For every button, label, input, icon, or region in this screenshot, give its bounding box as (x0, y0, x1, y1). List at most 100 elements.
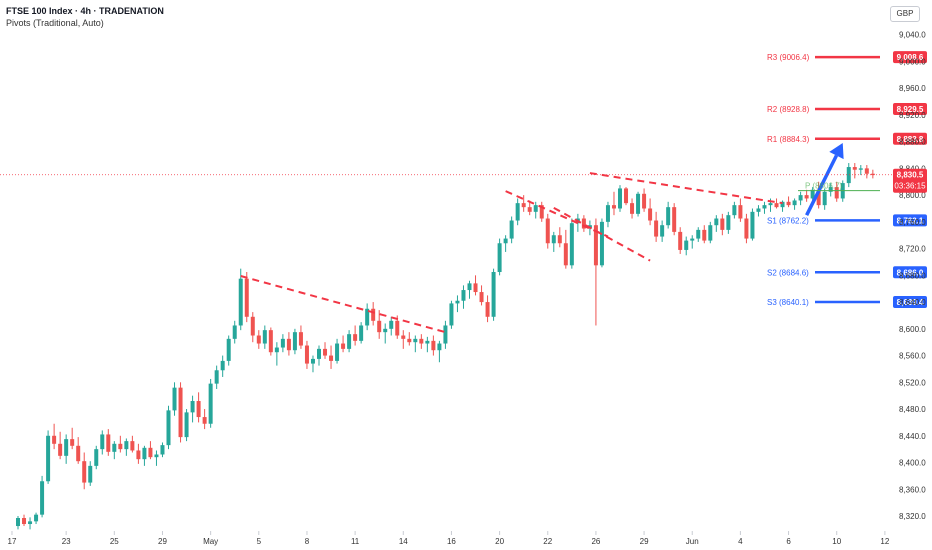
candle-body (858, 168, 863, 170)
time-axis[interactable]: 17 23 25 29 May 5 8 11 14 16 20 22 26 29 Jun 4 6 10 12 (8, 537, 890, 546)
candle-body (94, 449, 99, 466)
candle-body (106, 434, 111, 452)
candle-body (780, 201, 785, 208)
pivot-axis-badge (893, 51, 927, 64)
candle-body (347, 334, 352, 349)
candle-body (359, 325, 364, 341)
pivot-axis-label: 8,686.0 (897, 268, 924, 277)
candle-body (262, 330, 267, 344)
y-tick-label: 8,560.0 (899, 352, 926, 361)
y-tick-label: 8,920.0 (899, 111, 926, 120)
x-tick-label: 17 (8, 537, 17, 546)
y-tick-label: 8,640.0 (899, 298, 926, 307)
indicator-label[interactable]: Pivots (Traditional, Auto) (6, 18, 104, 28)
candle-body (509, 220, 514, 239)
candle-body (256, 335, 261, 344)
x-tick-label: 20 (495, 537, 504, 546)
pivot-label-s1: S1 (8762.2) (767, 216, 809, 225)
currency-button[interactable]: GBP (890, 6, 920, 22)
candle-body (611, 205, 616, 209)
candle-body (431, 340, 436, 351)
candle-body (76, 445, 81, 462)
x-tick-label: May (203, 537, 218, 546)
pivot-axis-label: 8,883.8 (897, 135, 924, 144)
candle-body (70, 439, 75, 446)
trend-line[interactable] (240, 275, 446, 334)
candle-body (371, 308, 376, 321)
candle-body (341, 343, 346, 349)
candle-body (744, 218, 749, 239)
candle-body (726, 215, 731, 230)
candle-body (491, 271, 496, 317)
candle-body (166, 410, 171, 446)
candle-body (642, 193, 647, 209)
candle-body (250, 316, 255, 336)
candle-body (636, 193, 641, 214)
pivot-label-r2: R2 (8928.8) (767, 105, 810, 114)
candle-body (515, 203, 520, 221)
candle-body (437, 343, 442, 351)
x-tick-label: 16 (447, 537, 456, 546)
bar-countdown: 03:36:15 (894, 182, 926, 191)
x-tick-label: 26 (591, 537, 600, 546)
price-axis[interactable]: 8,320.0 8,360.0 8,400.0 8,440.0 8,480.0 8,520… (899, 31, 926, 521)
candle-body (846, 167, 851, 184)
pivot-axis-badge (893, 266, 927, 279)
candle-body (768, 203, 773, 206)
candle-body (834, 187, 839, 199)
current-price-label: 8,830.5 03:36:15 (893, 168, 927, 193)
pivot-axis-badge (893, 103, 927, 116)
candle-body (401, 335, 406, 339)
x-tick-label: 10 (832, 537, 841, 546)
candle-body (148, 447, 153, 458)
candle-body (678, 231, 683, 250)
candle-body (473, 283, 478, 293)
candle-body (268, 330, 273, 353)
pivot-axis-label: 8,762.1 (897, 216, 924, 225)
candle-body (58, 443, 63, 456)
candle-body (660, 225, 665, 237)
candle-body (449, 303, 454, 326)
candle-body (545, 218, 550, 244)
candle-body (455, 300, 460, 304)
candlestick-series (16, 163, 875, 530)
candle-body (377, 320, 382, 333)
candle-body (798, 195, 803, 201)
trend-lines[interactable] (240, 142, 844, 334)
candle-body (569, 223, 574, 266)
y-tick-label: 8,320.0 (899, 512, 926, 521)
x-tick-label: 4 (738, 537, 743, 546)
y-tick-label: 9,040.0 (899, 31, 926, 40)
pivot-axis-label: 9,008.6 (897, 53, 924, 62)
candle-body (527, 207, 532, 212)
x-tick-label: 12 (880, 537, 889, 546)
candle-body (22, 518, 27, 525)
candle-body (52, 435, 57, 444)
y-tick-label: 8,960.0 (899, 84, 926, 93)
trend-line[interactable] (553, 206, 651, 262)
candle-body (690, 238, 695, 241)
candle-body (624, 188, 629, 204)
y-tick-label: 8,800.0 (899, 191, 926, 200)
candle-body (672, 207, 677, 232)
candle-body (178, 387, 183, 438)
candle-body (714, 218, 719, 226)
candle-body (503, 238, 508, 244)
candle-body (88, 465, 93, 483)
price-badge (893, 168, 927, 193)
candle-body (280, 338, 285, 348)
candle-body (708, 225, 713, 241)
pivot-label-s2: S2 (8684.6) (767, 268, 809, 277)
candle-body (353, 334, 358, 341)
candle-body (485, 302, 490, 317)
trend-line[interactable] (589, 172, 783, 205)
x-tick-label: Jun (686, 537, 699, 546)
trend-line[interactable] (505, 190, 609, 238)
current-price-value: 8,830.5 (897, 171, 924, 180)
projection-arrow[interactable] (805, 154, 839, 216)
candle-body (130, 441, 135, 451)
candle-body (828, 187, 833, 192)
candle-body (804, 195, 809, 199)
candle-body (329, 355, 334, 361)
